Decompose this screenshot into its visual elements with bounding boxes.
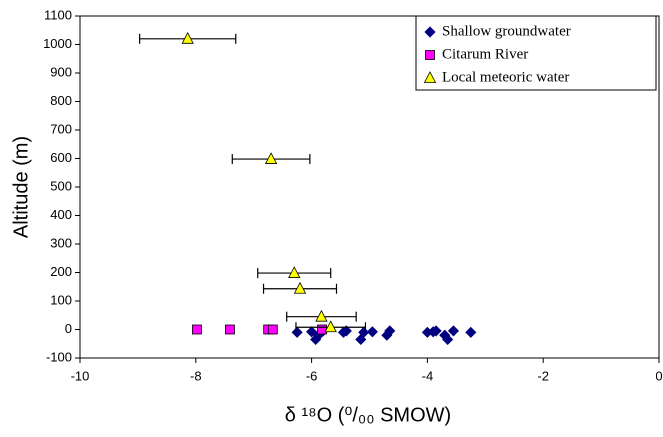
point [225,324,235,335]
x-tick-label: -6 [306,368,318,383]
x-tick-label: -2 [537,368,549,383]
point [181,31,194,44]
legend-marker [424,26,436,38]
point [366,326,378,338]
y-tick-label: 700 [50,121,72,136]
x-tick-label: -8 [190,368,202,383]
point [264,152,278,164]
point [442,333,454,346]
point [358,326,370,338]
legend-box [415,15,657,91]
x-axis-label: δ ¹⁸O (⁰/₀₀ SMOW) [285,404,451,426]
point [192,324,202,335]
y-axis-label: Altitude (m) [10,136,32,238]
point [340,325,352,337]
point [267,324,278,335]
legend-marker [423,71,437,83]
point [465,326,477,338]
point [288,266,301,278]
y-tick-label: 800 [50,93,72,108]
x-tick-label: -10 [71,368,90,383]
point [315,309,328,322]
y-tick-label: 300 [50,235,72,250]
y-tick-label: 500 [50,178,72,193]
legend-label: Local meteoric water [442,69,569,85]
legend-label: Shallow groundwater [442,23,571,39]
point [430,325,442,337]
legend-label: Citarum River [442,46,528,62]
y-tick-label: 0 [65,321,72,336]
x-tick-label: -4 [422,368,434,383]
point [317,324,327,335]
y-tick-label: -100 [46,349,72,364]
y-tick-label: 200 [50,264,72,279]
legend-marker [425,50,435,60]
point [291,326,303,338]
y-tick-label: 1100 [44,7,72,22]
y-tick-label: 600 [50,150,72,165]
y-tick-label: 100 [50,292,72,307]
point [447,325,460,337]
y-tick-label: 1000 [43,36,72,51]
point [324,320,337,333]
y-tick-label: 400 [50,207,72,222]
point [293,281,307,294]
point [384,325,396,337]
y-tick-label: 900 [50,64,72,79]
x-tick-label: 0 [655,368,662,383]
